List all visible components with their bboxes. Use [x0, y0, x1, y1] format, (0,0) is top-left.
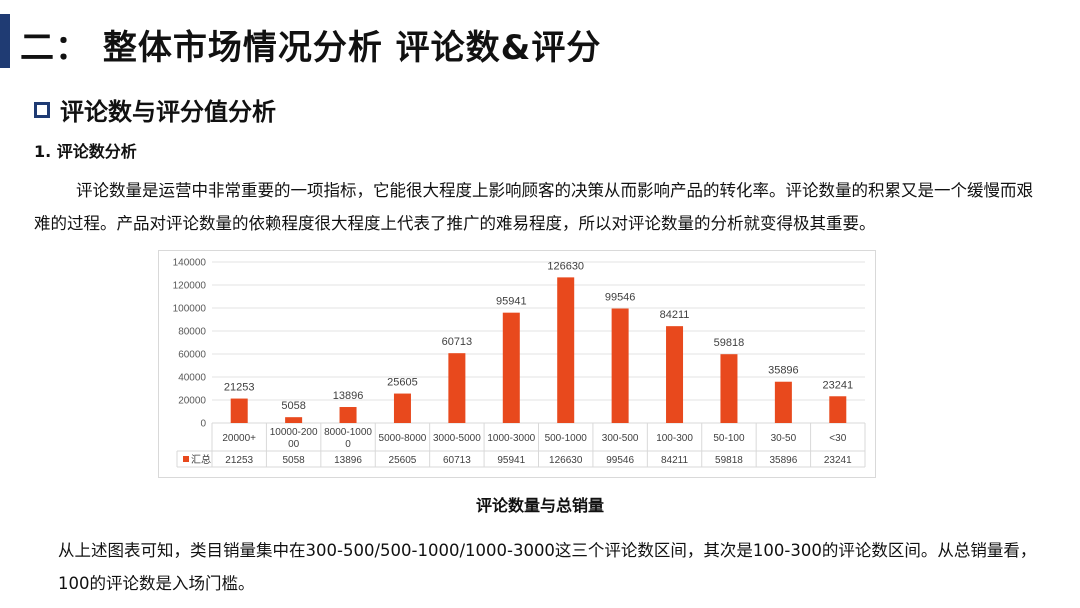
y-tick-label: 140000 — [173, 258, 207, 269]
table-value: 99546 — [606, 455, 634, 466]
bar — [285, 417, 303, 423]
category-label: 3000-5000 — [433, 433, 481, 444]
category-label: 00 — [288, 439, 300, 450]
bar — [393, 393, 411, 423]
intro-paragraph-text: 评论数量是运营中非常重要的一项指标，它能很大程度上影响顾客的决策从而影响产品的转… — [34, 181, 1033, 233]
category-label: <30 — [829, 433, 846, 444]
y-tick-label: 120000 — [173, 281, 207, 292]
y-tick-label: 60000 — [178, 350, 206, 361]
title-bar: 二： 整体市场情况分析 评论数&评分 — [0, 0, 1080, 78]
subsection-title: 1. 评论数分析 — [34, 142, 137, 161]
category-label: 10000-200 — [270, 427, 318, 438]
data-label: 21253 — [224, 382, 255, 394]
bar — [720, 354, 738, 423]
table-value: 13896 — [334, 455, 362, 466]
category-label: 300-500 — [602, 433, 639, 444]
category-label: 1000-3000 — [487, 433, 535, 444]
table-value: 60713 — [443, 455, 471, 466]
legend-label: 汇总 — [191, 453, 211, 466]
y-tick-label: 20000 — [178, 396, 206, 407]
table-value: 21253 — [225, 455, 253, 466]
data-label: 35896 — [768, 365, 799, 377]
data-label: 59818 — [714, 337, 745, 349]
bar — [448, 353, 466, 423]
category-label: 20000+ — [222, 433, 256, 444]
bar — [666, 326, 684, 423]
y-tick-label: 100000 — [173, 304, 207, 315]
table-value: 95941 — [497, 455, 525, 466]
table-value: 25605 — [389, 455, 417, 466]
table-value: 5058 — [283, 455, 306, 466]
data-label: 99546 — [605, 292, 636, 304]
y-tick-label: 40000 — [178, 373, 206, 384]
section-heading: 评论数与评分值分析 — [34, 92, 276, 127]
chart-caption: 评论数量与总销量 — [475, 496, 604, 515]
category-label: 8000-1000 — [324, 427, 372, 438]
bar — [230, 398, 248, 423]
page-title: 二： 整体市场情况分析 评论数&评分 — [20, 28, 602, 68]
data-label: 84211 — [660, 309, 690, 321]
data-label: 25605 — [387, 377, 418, 389]
hollow-square-icon — [34, 101, 50, 118]
table-value: 35896 — [769, 455, 797, 466]
bar — [339, 407, 357, 423]
data-label: 13896 — [333, 390, 364, 402]
section-title: 评论数与评分值分析 — [60, 98, 276, 126]
conclusion-paragraph: 从上述图表可知，类目销量集中在300-500/500-1000/1000-300… — [58, 541, 1037, 593]
title-accent-bar — [0, 14, 10, 68]
category-label: 30-50 — [771, 433, 797, 444]
table-value: 126630 — [549, 455, 583, 466]
table-value: 59818 — [715, 455, 743, 466]
legend-swatch — [183, 456, 189, 462]
table-value: 84211 — [661, 455, 689, 466]
data-label: 126630 — [547, 260, 584, 272]
bar — [774, 381, 792, 423]
table-value: 23241 — [824, 455, 852, 466]
data-label: 5058 — [281, 400, 305, 412]
category-label: 5000-8000 — [379, 433, 427, 444]
y-tick-label: 80000 — [178, 327, 206, 338]
bar — [502, 312, 520, 423]
bar — [557, 277, 575, 423]
bar-chart: 0 20000 40000 60000 80000 100000 120000 140000 2… — [173, 258, 866, 468]
category-label: 0 — [345, 439, 351, 450]
data-label: 60713 — [442, 336, 473, 348]
category-label: 50-100 — [713, 433, 745, 444]
y-tick-label: 0 — [200, 419, 206, 430]
bar — [829, 396, 847, 423]
category-label: 100-300 — [656, 433, 693, 444]
data-label: 95941 — [496, 296, 527, 308]
intro-paragraph: 评论数量是运营中非常重要的一项指标，它能很大程度上影响顾客的决策从而影响产品的转… — [34, 174, 1034, 240]
data-label: 23241 — [822, 379, 853, 391]
chart-container: 0 20000 40000 60000 80000 100000 120000 140000 2… — [158, 250, 876, 478]
bar — [611, 308, 629, 423]
category-label: 500-1000 — [545, 433, 588, 444]
